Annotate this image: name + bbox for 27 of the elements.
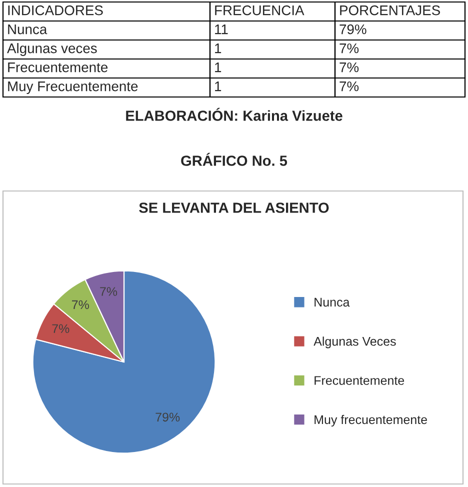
- text: 79%: [340, 24, 366, 34]
- data-label: 7%: [72, 300, 89, 310]
- legend-label: Frecuentemente: [314, 376, 404, 385]
- data-label: 7%: [52, 324, 70, 334]
- legend-label: Muy frecuentemente: [314, 414, 427, 427]
- text: INDICADORES: [8, 5, 103, 16]
- text: Algunas veces: [7, 43, 97, 56]
- text: 7%: [340, 81, 359, 92]
- legend-label: Nunca: [314, 298, 350, 307]
- text: Nunca: [8, 24, 48, 34]
- text: 7%: [340, 62, 359, 72]
- legend-label: Algunas Veces: [314, 336, 396, 348]
- data-label: 79%: [156, 412, 180, 422]
- text: 11: [215, 24, 228, 34]
- text: 1: [215, 44, 222, 54]
- text: PORCENTAJES: [340, 5, 440, 16]
- data-label: 7%: [100, 287, 118, 296]
- pie-slice: [32, 270, 216, 454]
- text: 7%: [340, 43, 359, 54]
- text: 1: [215, 82, 222, 92]
- text: GRÁFICO No. 5: [181, 152, 288, 166]
- text: Frecuentemente: [8, 62, 108, 72]
- chart-title: SE LEVANTA DEL ASIENTO: [139, 202, 329, 213]
- text: ELABORACIÓN: Karina Vizuete: [126, 108, 342, 121]
- text: FRECUENCIA: [215, 5, 304, 16]
- text: Muy Frecuentemente: [8, 82, 138, 94]
- text: 1: [215, 62, 222, 72]
